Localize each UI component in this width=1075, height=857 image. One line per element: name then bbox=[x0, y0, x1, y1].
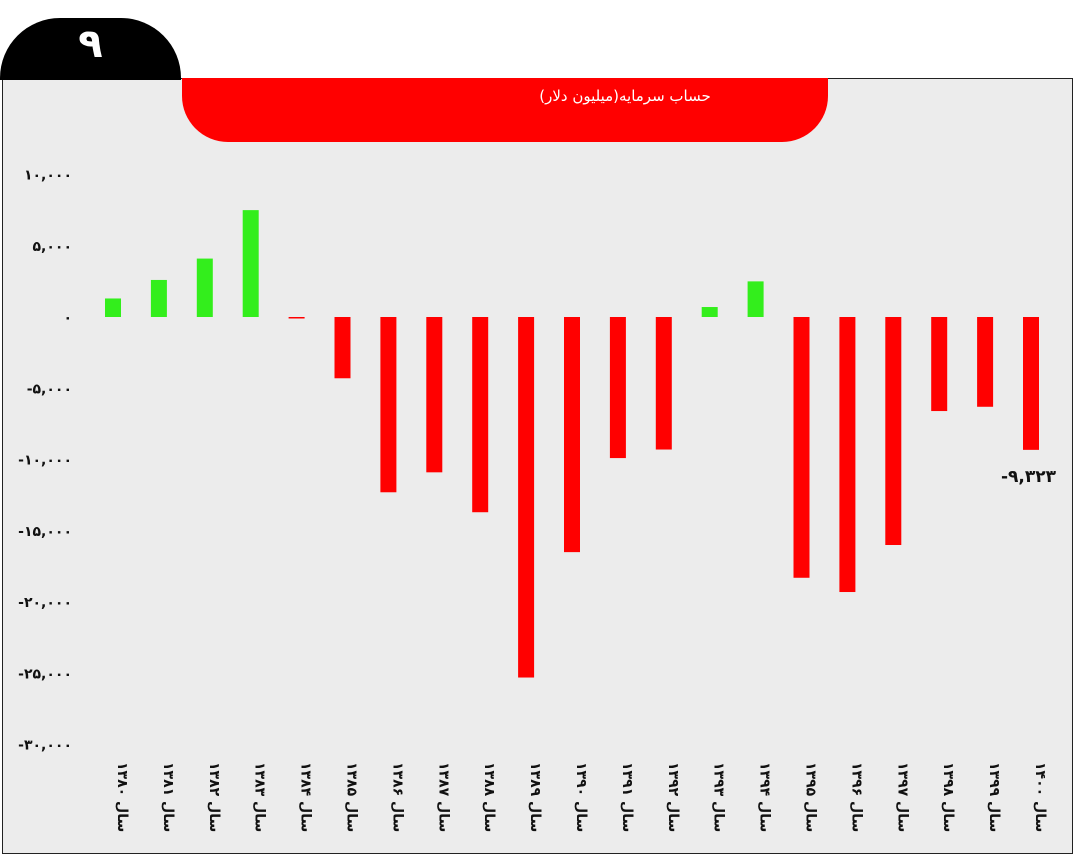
bar bbox=[518, 317, 535, 678]
x-tick-label: سال ۱۳۹۰ bbox=[573, 762, 589, 832]
y-tick-label: -۵,۰۰۰ bbox=[27, 381, 72, 397]
y-tick-label: -۲۵,۰۰۰ bbox=[18, 666, 72, 682]
bar bbox=[977, 317, 994, 407]
x-tick-label: سال ۱۳۹۳ bbox=[711, 762, 727, 832]
y-tick-label: ۱۰,۰۰۰ bbox=[24, 168, 72, 184]
x-tick-label: سال ۱۳۸۳ bbox=[252, 762, 268, 832]
chart-title: حساب سرمایه(میلیون دلار) bbox=[539, 87, 711, 105]
bar bbox=[885, 317, 902, 545]
bar bbox=[655, 317, 672, 450]
y-tick-label: -۱۵,۰۰۰ bbox=[18, 524, 72, 540]
figure-number-badge bbox=[0, 18, 181, 80]
bar bbox=[196, 258, 213, 317]
y-tick-label: ۵,۰۰۰ bbox=[33, 239, 73, 255]
x-tick-label: سال ۱۳۹۴ bbox=[757, 762, 773, 832]
bar bbox=[105, 298, 121, 317]
x-tick-label: سال ۱۳۹۵ bbox=[803, 762, 819, 832]
x-tick-label: سال ۱۳۸۸ bbox=[481, 762, 497, 832]
x-tick-label: سال ۱۳۹۸ bbox=[940, 762, 956, 832]
bar bbox=[931, 317, 948, 412]
x-tick-label: سال ۱۳۸۵ bbox=[344, 762, 360, 832]
x-tick-label: سال ۱۳۹۶ bbox=[848, 762, 864, 832]
bar bbox=[793, 317, 810, 578]
y-tick-label: -۲۰,۰۰۰ bbox=[18, 595, 72, 611]
x-tick-label: سال ۱۳۸۲ bbox=[206, 762, 222, 832]
x-tick-label: سال ۱۳۸۴ bbox=[298, 762, 314, 832]
x-tick-label: سال ۱۳۹۹ bbox=[986, 762, 1002, 832]
x-tick-label: سال ۱۳۸۱ bbox=[160, 762, 176, 832]
bar bbox=[334, 317, 351, 379]
x-tick-label: سال ۱۳۸۹ bbox=[527, 762, 543, 832]
bar bbox=[150, 279, 167, 317]
bar bbox=[839, 317, 856, 593]
bar bbox=[701, 307, 718, 317]
title-banner bbox=[182, 78, 828, 142]
bar bbox=[380, 317, 397, 493]
bar bbox=[747, 281, 764, 317]
bar bbox=[426, 317, 443, 473]
y-tick-label: -۱۰,۰۰۰ bbox=[18, 453, 72, 469]
bar bbox=[564, 317, 580, 553]
figure-number: ۹ bbox=[78, 21, 103, 67]
x-tick-label: سال ۱۴۰۰ bbox=[1032, 762, 1048, 832]
bar bbox=[609, 317, 626, 459]
x-tick-label: سال ۱۳۸۰ bbox=[114, 762, 130, 832]
x-tick-label: سال ۱۳۸۷ bbox=[435, 762, 451, 832]
x-tick-label: سال ۱۳۹۲ bbox=[665, 762, 681, 832]
y-tick-label: -۳۰,۰۰۰ bbox=[18, 738, 72, 754]
bar bbox=[288, 317, 305, 319]
bar bbox=[242, 210, 259, 317]
x-tick-label: سال ۱۳۹۱ bbox=[619, 762, 635, 832]
data-label: -۹,۳۲۳ bbox=[1001, 467, 1057, 487]
y-tick-label: ۰ bbox=[63, 310, 72, 326]
bar bbox=[472, 317, 489, 513]
x-tick-label: سال ۱۳۸۶ bbox=[389, 762, 405, 832]
bar bbox=[1023, 317, 1039, 450]
x-tick-label: سال ۱۳۹۷ bbox=[894, 762, 910, 832]
